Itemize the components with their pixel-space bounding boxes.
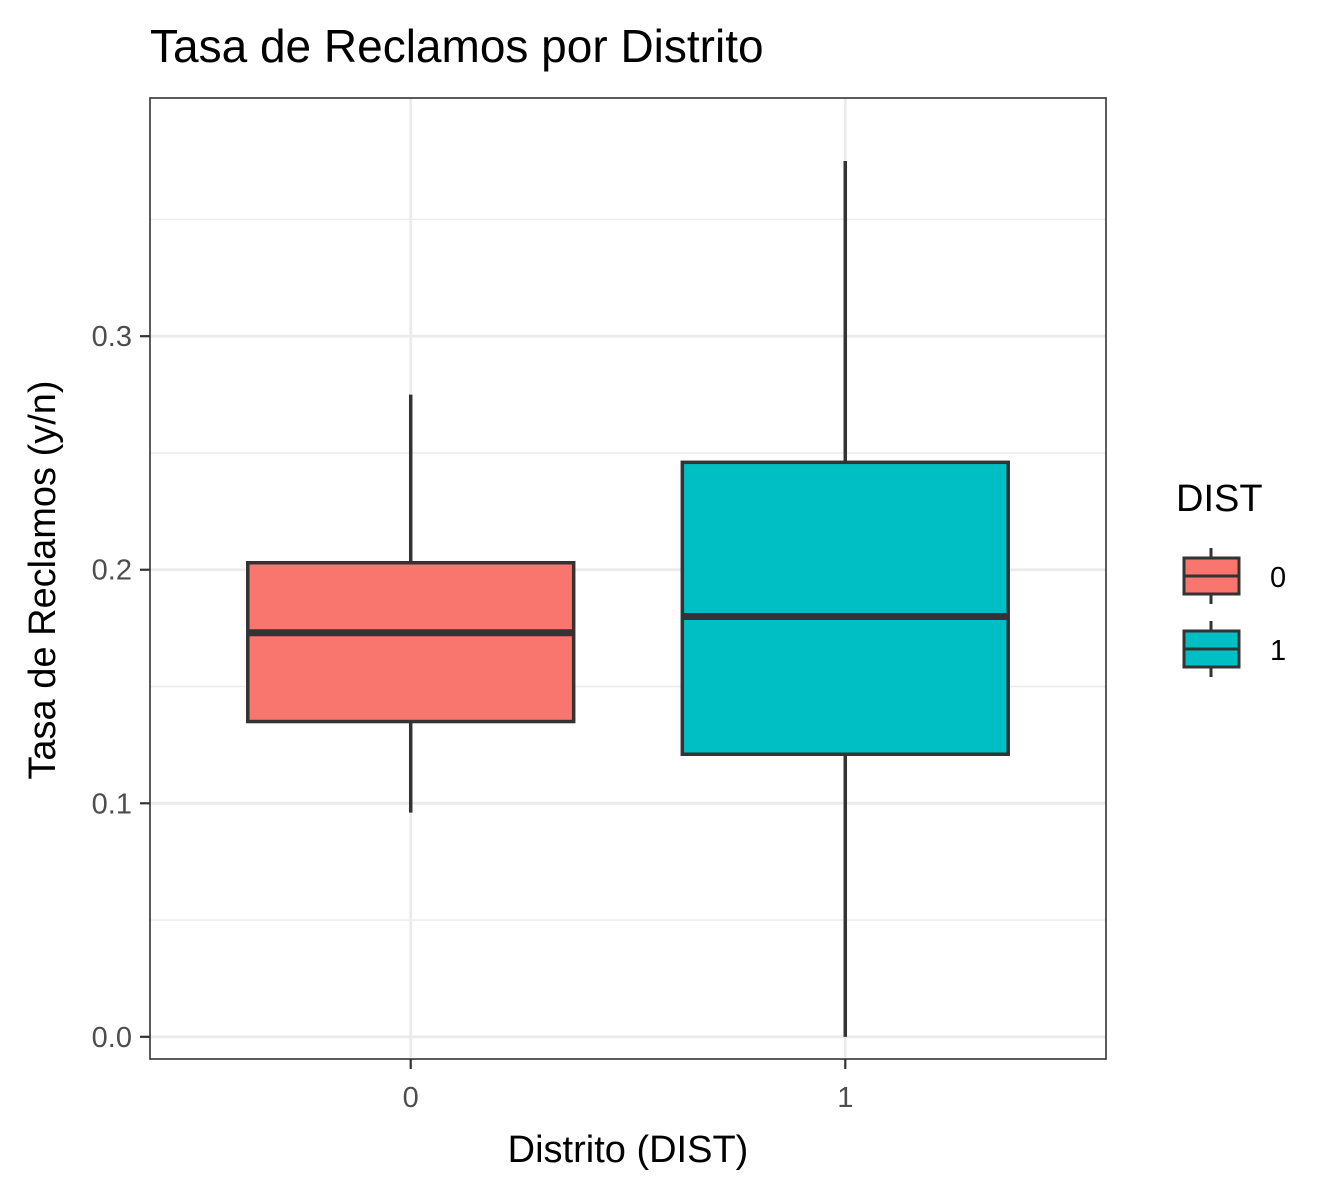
legend-item-0: 0 bbox=[1182, 548, 1286, 604]
y-axis-title: Tasa de Reclamos (y/n) bbox=[22, 380, 64, 779]
box-1 bbox=[680, 161, 1010, 1037]
x-tick-label: 0 bbox=[403, 1082, 419, 1114]
legend-label: 0 bbox=[1270, 562, 1286, 594]
legend-title: DIST bbox=[1176, 478, 1263, 520]
y-tick-label: 0.0 bbox=[92, 1022, 132, 1054]
x-axis-title: Distrito (DIST) bbox=[508, 1129, 749, 1171]
box-series bbox=[246, 161, 1010, 1037]
plot-border bbox=[149, 97, 1107, 1060]
y-tick-label: 0.2 bbox=[92, 555, 132, 587]
plot-area bbox=[149, 97, 1107, 1060]
box-body bbox=[246, 560, 576, 724]
chart-title: Tasa de Reclamos por Distrito bbox=[150, 20, 764, 72]
y-axis: 0.0 0.1 0.2 0.3 bbox=[92, 321, 150, 1054]
y-tick-label: 0.1 bbox=[92, 788, 132, 820]
y-tick-label: 0.3 bbox=[92, 321, 132, 353]
legend: DIST 01 bbox=[1176, 478, 1286, 677]
box-body bbox=[680, 460, 1010, 756]
legend-items: 01 bbox=[1182, 548, 1286, 677]
legend-label: 1 bbox=[1270, 635, 1286, 667]
legend-item-1: 1 bbox=[1182, 621, 1286, 677]
box-0 bbox=[246, 394, 576, 813]
x-tick-label: 1 bbox=[837, 1082, 853, 1114]
